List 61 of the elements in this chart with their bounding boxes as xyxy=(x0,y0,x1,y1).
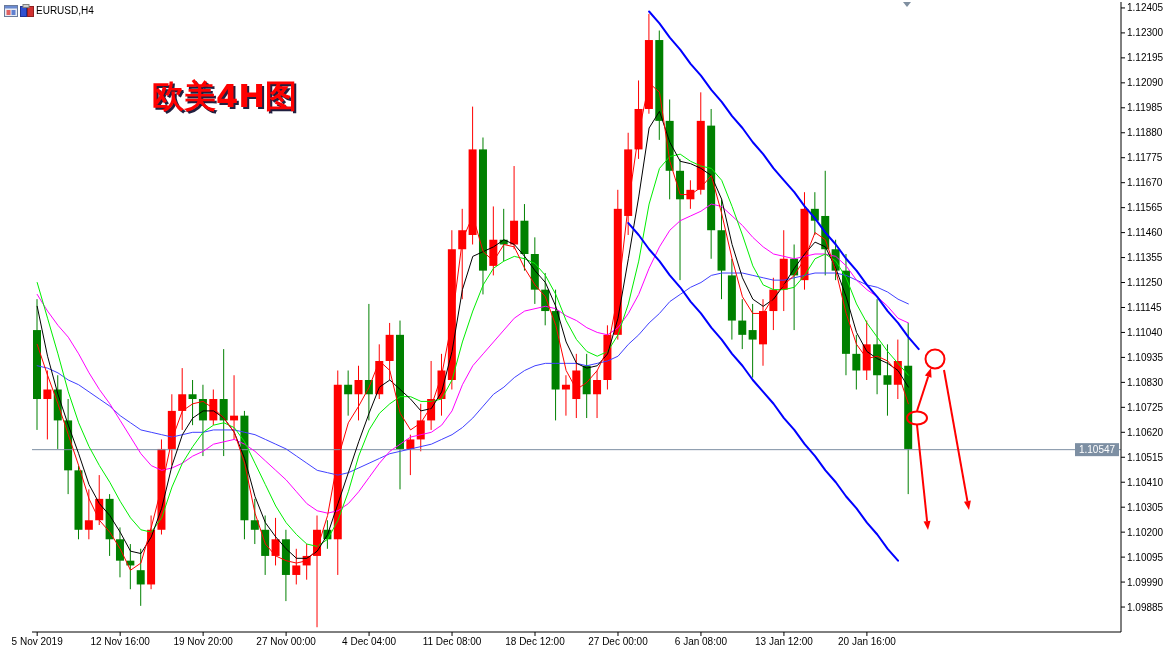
candlestick xyxy=(115,526,124,578)
candlestick xyxy=(561,374,570,417)
y-tick-label: 1.11565 xyxy=(1127,202,1163,214)
line-series xyxy=(627,222,900,562)
y-tick-label: 1.10830 xyxy=(1127,376,1164,388)
y-tick-label: 1.10410 xyxy=(1127,476,1164,488)
candlestick xyxy=(250,498,259,545)
x-tick-label: 27 Dec 00:00 xyxy=(588,636,649,648)
candlestick xyxy=(136,548,145,607)
y-tick-label: 1.10095 xyxy=(1127,551,1164,563)
x-tick-label: 12 Nov 16:00 xyxy=(90,636,151,648)
y-tick-label: 1.12195 xyxy=(1127,52,1164,64)
line-series xyxy=(648,10,920,351)
candlestick xyxy=(271,517,280,566)
candlestick xyxy=(344,369,353,417)
ref-line-label: 1.10547 xyxy=(1078,444,1116,456)
text: 欧美4H图 xyxy=(152,76,298,116)
y-tick-label: 1.10935 xyxy=(1127,351,1164,363)
y-tick-label: 1.11670 xyxy=(1127,177,1163,189)
y-tick-label: 1.09990 xyxy=(1127,576,1164,588)
candlestick xyxy=(219,348,228,457)
y-tick-label: 1.12300 xyxy=(1127,27,1164,39)
y-tick-label: 1.11145 xyxy=(1127,302,1163,314)
x-tick-label: 5 Nov 2019 xyxy=(11,636,64,648)
y-tick-label: 1.10515 xyxy=(1127,451,1164,463)
y-tick-label: 1.09885 xyxy=(1127,601,1164,613)
y-tick-label: 1.11880 xyxy=(1127,127,1163,139)
candlestick xyxy=(852,334,861,391)
line-series xyxy=(36,203,909,514)
candlestick xyxy=(354,365,363,421)
y-tick-label: 1.11250 xyxy=(1127,277,1163,289)
candlestick xyxy=(406,434,415,476)
x-tick-label: 11 Dec 08:00 xyxy=(422,636,482,648)
candlestick xyxy=(84,488,93,540)
y-tick-label: 1.12405 xyxy=(1127,2,1164,14)
candlestick xyxy=(738,298,747,350)
x-tick-label: 27 Nov 00:00 xyxy=(256,636,317,648)
y-tick-label: 1.10200 xyxy=(1127,526,1164,538)
x-tick-label: 18 Dec 12:00 xyxy=(505,636,566,648)
candlestick xyxy=(178,367,187,431)
candlestick xyxy=(43,369,52,440)
y-tick-label: 1.11355 xyxy=(1127,252,1163,264)
y-tick-label: 1.10725 xyxy=(1127,401,1164,413)
y-tick-label: 1.11775 xyxy=(1127,152,1163,164)
x-tick-label: 4 Dec 04:00 xyxy=(342,636,397,648)
x-tick-label: 20 Jan 16:00 xyxy=(837,636,897,648)
x-tick-label: 13 Jan 12:00 xyxy=(755,636,814,648)
y-tick-label: 1.11040 xyxy=(1127,327,1163,338)
y-tick-label: 1.11460 xyxy=(1127,227,1163,239)
y-tick-label: 1.11985 xyxy=(1127,102,1163,114)
candlestick xyxy=(883,343,892,417)
candlestick xyxy=(748,303,757,379)
candlestick xyxy=(510,165,519,250)
x-tick-label: 6 Jan 08:00 xyxy=(674,636,728,648)
candlestick xyxy=(593,369,602,419)
y-tick-label: 1.12090 xyxy=(1127,77,1164,89)
y-tick-label: 1.10620 xyxy=(1127,426,1164,438)
candlestick xyxy=(188,379,197,426)
chart-subtitle: EURUSD,H4 xyxy=(36,5,94,17)
y-tick-label: 1.10305 xyxy=(1127,501,1164,513)
x-tick-label: 19 Nov 20:00 xyxy=(173,636,234,648)
